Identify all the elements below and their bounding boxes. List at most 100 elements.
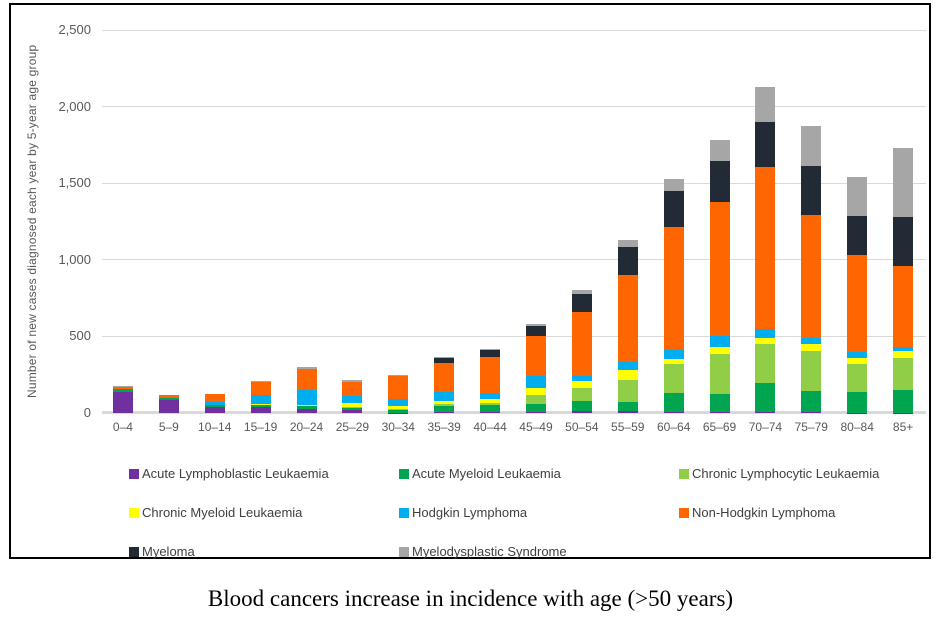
bar-segment[interactable] xyxy=(342,379,363,382)
stacked-bar[interactable] xyxy=(893,148,914,413)
bar-segment[interactable] xyxy=(296,405,317,407)
bar-segment[interactable] xyxy=(617,370,638,381)
bar-segment[interactable] xyxy=(342,407,363,409)
legend-item[interactable]: Hodgkin Lymphoma xyxy=(399,506,679,519)
bar-segment[interactable] xyxy=(388,399,409,407)
bar-segment[interactable] xyxy=(434,358,455,363)
bar-segment[interactable] xyxy=(801,166,822,216)
bar-segment[interactable] xyxy=(847,176,868,216)
bar-segment[interactable] xyxy=(709,354,730,394)
bar-segment[interactable] xyxy=(663,227,684,350)
stacked-bar[interactable] xyxy=(709,139,730,413)
bar-segment[interactable] xyxy=(434,403,455,406)
bar-segment[interactable] xyxy=(893,358,914,390)
bar-segment[interactable] xyxy=(388,409,409,411)
bar-segment[interactable] xyxy=(801,351,822,391)
bar-segment[interactable] xyxy=(480,399,501,403)
bar-segment[interactable] xyxy=(250,407,271,413)
bar-segment[interactable] xyxy=(250,382,271,396)
bar-segment[interactable] xyxy=(434,412,455,413)
bar-segment[interactable] xyxy=(525,325,546,336)
bar-segment[interactable] xyxy=(755,337,776,345)
bar-segment[interactable] xyxy=(709,139,730,161)
bar-segment[interactable] xyxy=(525,324,546,326)
bar-segment[interactable] xyxy=(617,246,638,276)
bar-segment[interactable] xyxy=(525,404,546,413)
bar-segment[interactable] xyxy=(158,397,179,399)
bar-segment[interactable] xyxy=(525,375,546,388)
bar-segment[interactable] xyxy=(663,393,684,412)
legend-item[interactable]: Chronic Lymphocytic Leukaemia xyxy=(679,467,921,480)
bar-segment[interactable] xyxy=(571,411,592,413)
bar-segment[interactable] xyxy=(296,367,317,369)
bar-segment[interactable] xyxy=(709,201,730,336)
bar-segment[interactable] xyxy=(663,191,684,228)
bar-segment[interactable] xyxy=(204,401,225,406)
bar-segment[interactable] xyxy=(342,396,363,404)
bar-segment[interactable] xyxy=(893,389,914,413)
bar-segment[interactable] xyxy=(112,386,133,389)
stacked-bar[interactable] xyxy=(847,176,868,413)
bar-segment[interactable] xyxy=(663,411,684,413)
bar-segment[interactable] xyxy=(434,391,455,402)
bar-segment[interactable] xyxy=(480,402,501,406)
bar-segment[interactable] xyxy=(342,410,363,413)
bar-segment[interactable] xyxy=(342,381,363,397)
bar-segment[interactable] xyxy=(296,409,317,413)
stacked-bar[interactable] xyxy=(204,393,225,413)
bar-segment[interactable] xyxy=(480,412,501,413)
bar-segment[interactable] xyxy=(847,215,868,255)
bar-segment[interactable] xyxy=(709,160,730,202)
bar-segment[interactable] xyxy=(893,346,914,352)
bar-segment[interactable] xyxy=(204,406,225,413)
stacked-bar[interactable] xyxy=(755,87,776,413)
bar-segment[interactable] xyxy=(525,395,546,405)
bar-segment[interactable] xyxy=(571,400,592,412)
bar-segment[interactable] xyxy=(617,411,638,413)
bar-segment[interactable] xyxy=(434,405,455,413)
bar-segment[interactable] xyxy=(755,166,776,330)
bar-segment[interactable] xyxy=(893,148,914,217)
stacked-bar[interactable] xyxy=(112,386,133,413)
bar-segment[interactable] xyxy=(480,350,501,357)
bar-segment[interactable] xyxy=(112,388,133,393)
bar-segment[interactable] xyxy=(296,368,317,390)
bar-segment[interactable] xyxy=(663,364,684,394)
stacked-bar[interactable] xyxy=(434,356,455,413)
legend-item[interactable]: Chronic Myeloid Leukaemia xyxy=(129,506,399,519)
bar-segment[interactable] xyxy=(663,178,684,192)
bar-segment[interactable] xyxy=(388,376,409,400)
bar-segment[interactable] xyxy=(801,215,822,338)
bar-segment[interactable] xyxy=(617,361,638,371)
bar-segment[interactable] xyxy=(250,404,271,408)
bar-segment[interactable] xyxy=(617,239,638,247)
bar-segment[interactable] xyxy=(847,364,868,392)
bar-segment[interactable] xyxy=(663,358,684,365)
bar-segment[interactable] xyxy=(755,344,776,383)
stacked-bar[interactable] xyxy=(663,178,684,413)
bar-segment[interactable] xyxy=(801,337,822,344)
legend-item[interactable]: Acute Lymphoblastic Leukaemia xyxy=(129,467,399,480)
bar-segment[interactable] xyxy=(709,412,730,413)
bar-segment[interactable] xyxy=(571,387,592,401)
bar-segment[interactable] xyxy=(801,390,822,413)
bar-segment[interactable] xyxy=(617,402,638,412)
bar-segment[interactable] xyxy=(388,410,409,413)
bar-segment[interactable] xyxy=(342,408,363,411)
bar-segment[interactable] xyxy=(801,343,822,352)
stacked-bar[interactable] xyxy=(342,379,363,413)
bar-segment[interactable] xyxy=(158,399,179,413)
bar-segment[interactable] xyxy=(571,381,592,388)
bar-segment[interactable] xyxy=(893,351,914,359)
stacked-bar[interactable] xyxy=(571,289,592,413)
bar-segment[interactable] xyxy=(893,216,914,266)
bar-segment[interactable] xyxy=(755,329,776,338)
bar-segment[interactable] xyxy=(617,275,638,362)
stacked-bar[interactable] xyxy=(158,394,179,413)
bar-segment[interactable] xyxy=(801,125,822,167)
bar-segment[interactable] xyxy=(525,412,546,413)
legend-item[interactable]: Non-Hodgkin Lymphoma xyxy=(679,506,921,519)
bar-segment[interactable] xyxy=(250,395,271,404)
bar-segment[interactable] xyxy=(617,380,638,403)
bar-segment[interactable] xyxy=(250,381,271,383)
